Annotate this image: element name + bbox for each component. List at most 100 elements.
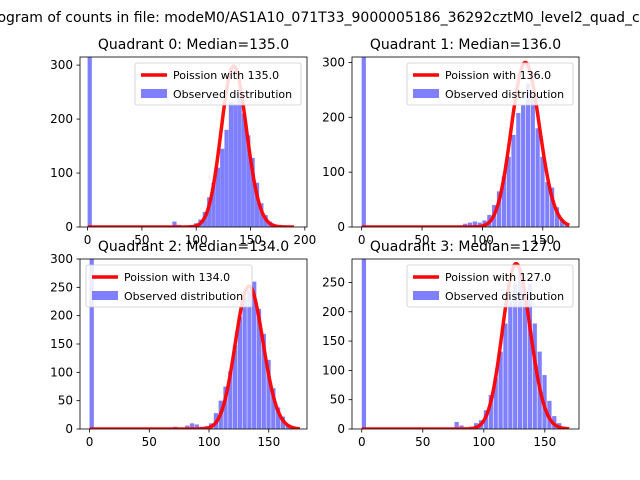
quadrant-2-histogram-bar — [271, 388, 276, 429]
quadrant-2-legend-box — [85, 264, 253, 308]
quadrant-3-legend: Poission with 127.0 Observed distribution — [406, 264, 574, 308]
quadrant-3-legend-hist-label: Observed distribution — [445, 290, 564, 303]
quadrant-3-histogram-bar — [532, 323, 537, 429]
quadrant-1-legend-hist-label: Observed distribution — [445, 88, 564, 101]
quadrant-0-histogram-bar — [254, 182, 260, 227]
quadrant-1-legend-hist-swatch — [413, 89, 439, 98]
quadrant-2-legend-hist-swatch — [92, 291, 118, 300]
quadrant-0-y-tick-label: 100 — [50, 166, 73, 180]
quadrant-3-x-tick-label: 0 — [358, 435, 366, 449]
quadrant-1-axes-frame — [351, 56, 580, 228]
quadrant-2-histogram-bar — [237, 316, 243, 429]
quadrant-1-histogram-bar — [540, 156, 545, 227]
quadrant-1-x-tick-label: 150 — [531, 233, 554, 247]
quadrant-0-histogram-bar — [233, 103, 238, 227]
quadrant-0-x-tick-label: 100 — [185, 233, 208, 247]
quadrant-2-x-tick-label: 150 — [257, 435, 280, 449]
quadrant-3-histogram-bar — [522, 301, 528, 429]
quadrant-0-histogram-bar — [224, 129, 229, 227]
quadrant-2-y-tick-label: 0 — [65, 422, 73, 436]
quadrant-1-histogram-bar — [361, 57, 366, 227]
quadrant-2-histogram-bar — [232, 345, 238, 429]
quadrant-3-y-tick-label: 150 — [322, 334, 345, 348]
quadrant-1-histogram-bar — [516, 112, 521, 227]
quadrant-2-x-tick-label: 100 — [198, 435, 221, 449]
quadrant-1-x-tick-label: 0 — [358, 233, 366, 247]
quadrant-3-legend-box — [406, 264, 574, 308]
quadrant-1-histogram-bar — [521, 105, 526, 227]
quadrant-1-histogram-bar — [550, 187, 555, 227]
quadrant-2-y-tick-label: 300 — [50, 252, 73, 266]
quadrant-0-legend-line-label: Poission with 135.0 — [173, 69, 279, 82]
quadrant-0-legend-box — [134, 62, 302, 106]
quadrant-2-y-tick-label: 250 — [50, 280, 73, 294]
quadrant-1-x-tick-label: 50 — [414, 233, 429, 247]
quadrant-1-histogram-bar — [554, 207, 560, 227]
quadrant-0-axes-frame — [79, 56, 308, 228]
quadrant-1-legend-line-label: Poission with 136.0 — [445, 69, 551, 82]
quadrant-2-histogram-bar — [242, 297, 247, 429]
quadrant-3-title: Quadrant 3: Median=127.0 — [370, 239, 561, 255]
quadrant-0-histogram-bar — [241, 113, 247, 227]
quadrant-2-panel: 0 50 100 150 0 50 100 150 200 250 300 Quadrant 2: M… — [50, 239, 308, 449]
quadrant-0-legend-hist-label: Observed distribution — [173, 88, 292, 101]
quadrant-1-y-tick-label: 100 — [322, 165, 345, 179]
quadrant-2-histogram-bar — [261, 333, 266, 429]
quadrant-3-histogram-bar — [488, 395, 493, 429]
quadrant-2-histogram-bar — [275, 407, 281, 429]
quadrant-3-y-tick-label: 200 — [322, 305, 345, 319]
quadrant-0-histogram-bar — [215, 167, 221, 227]
quadrant-0-histogram-bar — [237, 92, 242, 227]
quadrant-1-histogram-bar — [501, 176, 506, 227]
quadrant-3-y-tick-label: 0 — [337, 422, 345, 436]
quadrant-1-histogram-bar — [511, 134, 516, 227]
quadrant-2-histogram-bar — [247, 290, 252, 429]
quadrant-2-y-tick-label: 150 — [50, 337, 73, 351]
quadrant-1-histogram-bar — [559, 219, 564, 227]
quadrant-1-y-tick-label: 300 — [322, 55, 345, 69]
quadrant-0-histogram-bar — [246, 135, 251, 227]
quadrant-3-legend-hist-swatch — [413, 291, 439, 300]
quadrant-0-histogram-bar — [220, 148, 225, 227]
quadrant-1-y-tick-label: 0 — [337, 220, 345, 234]
quadrant-0-y-tick-label: 0 — [65, 220, 73, 234]
quadrant-3-y-tick-label: 100 — [322, 363, 345, 377]
quadrant-2-histogram-bar — [228, 371, 233, 429]
quadrant-1-legend: Poission with 136.0 Observed distribution — [406, 62, 574, 106]
quadrant-1-histogram-bar — [506, 156, 511, 227]
quadrant-0-y-tick-label: 200 — [50, 112, 73, 126]
quadrant-1-histogram-bar — [496, 191, 502, 227]
quadrant-1-histogram-bar — [545, 182, 550, 227]
quadrant-3-histogram-bar — [493, 377, 498, 429]
quadrant-0-x-tick-label: 200 — [293, 233, 316, 247]
quadrant-2-histogram-bar — [89, 259, 94, 429]
quadrant-0-panel: 0 50 100 150 200 0 100 200 300 Quadrant 0: Median… — [50, 37, 316, 247]
quadrant-3-histogram-bar — [361, 259, 367, 429]
quadrant-1-panel: 0 50 100 150 0 100 200 300 Quadrant 1: Median=13… — [322, 37, 580, 247]
quadrant-0-histogram-bar — [211, 182, 216, 227]
quadrant-3-axes-frame — [351, 258, 580, 430]
quadrant-2-histogram-bar — [189, 423, 195, 429]
quadrant-1-histogram-bar — [467, 222, 473, 227]
quadrant-3-histogram-bar — [517, 269, 523, 429]
quadrant-2-legend-hist-label: Observed distribution — [124, 290, 243, 303]
quadrant-3-x-tick-label: 50 — [415, 435, 430, 449]
quadrant-1-histogram-bar — [530, 96, 535, 227]
quadrant-3-x-tick-label: 100 — [472, 435, 495, 449]
quadrant-2-histogram-bar — [223, 386, 228, 429]
quadrant-0-x-tick-label: 150 — [239, 233, 262, 247]
quadrant-2-histogram-bar — [256, 308, 262, 429]
quadrant-0-histogram-bar — [172, 221, 177, 227]
quadrant-0-histogram-bar — [250, 157, 255, 227]
quadrant-1-legend-box — [406, 62, 574, 106]
quadrant-1-histogram-bar — [472, 221, 477, 227]
quadrant-2-histogram-bar — [266, 359, 271, 429]
quadrant-0-histogram-bar — [259, 203, 264, 227]
quadrant-1-title: Quadrant 1: Median=136.0 — [370, 37, 561, 53]
quadrant-3-histogram-bar — [498, 351, 503, 429]
quadrant-3-histogram-bar — [527, 283, 533, 429]
quadrant-0-histogram-bar — [87, 57, 92, 227]
quadrant-0-title: Quadrant 0: Median=135.0 — [98, 37, 289, 53]
quadrant-1-x-tick-label: 100 — [471, 233, 494, 247]
